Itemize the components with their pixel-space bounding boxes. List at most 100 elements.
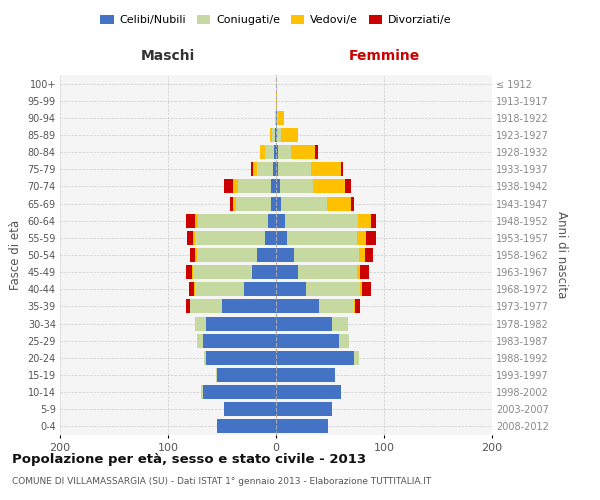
Bar [224, 402, 276, 416]
Bar [276, 402, 332, 416]
Bar [187, 265, 276, 279]
Bar [276, 180, 350, 194]
Bar [197, 334, 276, 347]
Bar [217, 420, 276, 434]
Bar [257, 248, 276, 262]
Bar [244, 282, 276, 296]
Bar [276, 248, 295, 262]
Bar [203, 334, 276, 347]
Bar [195, 316, 276, 330]
Bar [276, 196, 350, 210]
Bar [276, 402, 332, 416]
Bar [190, 300, 276, 314]
Bar [269, 128, 276, 142]
Bar [276, 111, 284, 125]
Bar [273, 162, 276, 176]
Bar [276, 111, 278, 125]
Bar [276, 316, 349, 330]
Bar [276, 351, 354, 365]
Bar [276, 214, 284, 228]
Bar [276, 420, 328, 434]
Bar [192, 265, 276, 279]
Bar [215, 368, 276, 382]
Bar [276, 334, 349, 347]
Bar [268, 214, 276, 228]
Bar [202, 385, 276, 399]
Bar [260, 145, 276, 159]
Bar [238, 180, 276, 194]
Bar [276, 420, 328, 434]
Bar [276, 351, 359, 365]
Bar [276, 316, 349, 330]
Bar [224, 402, 276, 416]
Bar [195, 214, 276, 228]
Text: COMUNE DI VILLAMASSARGIA (SU) - Dati ISTAT 1° gennaio 2013 - Elaborazione TUTTIT: COMUNE DI VILLAMASSARGIA (SU) - Dati IST… [12, 478, 431, 486]
Bar [276, 94, 277, 108]
Bar [203, 351, 276, 365]
Bar [233, 180, 276, 194]
Bar [276, 248, 365, 262]
Bar [224, 180, 276, 194]
Bar [276, 300, 360, 314]
Bar [276, 128, 298, 142]
Bar [276, 111, 277, 125]
Bar [188, 282, 276, 296]
Legend: Celibi/Nubili, Coniugati/e, Vedovi/e, Divorziati/e: Celibi/Nubili, Coniugati/e, Vedovi/e, Di… [96, 10, 456, 30]
Bar [276, 282, 362, 296]
Bar [276, 351, 359, 365]
Bar [275, 111, 276, 125]
Bar [198, 214, 276, 228]
Bar [187, 214, 276, 228]
Bar [224, 402, 276, 416]
Bar [276, 351, 359, 365]
Bar [276, 180, 345, 194]
Bar [276, 248, 373, 262]
Bar [276, 265, 298, 279]
Bar [276, 145, 291, 159]
Bar [274, 145, 276, 159]
Bar [276, 248, 359, 262]
Bar [276, 214, 371, 228]
Bar [276, 128, 281, 142]
Bar [276, 111, 284, 125]
Bar [203, 385, 276, 399]
Bar [276, 368, 335, 382]
Y-axis label: Anni di nascita: Anni di nascita [556, 212, 568, 298]
Bar [195, 248, 276, 262]
Text: Femmine: Femmine [349, 49, 419, 63]
Bar [197, 334, 276, 347]
Bar [276, 196, 354, 210]
Bar [276, 231, 376, 245]
Bar [275, 111, 276, 125]
Bar [197, 334, 276, 347]
Bar [272, 128, 276, 142]
Bar [187, 231, 276, 245]
Bar [276, 214, 358, 228]
Bar [275, 111, 276, 125]
Bar [276, 145, 278, 159]
Bar [193, 265, 276, 279]
Bar [276, 385, 341, 399]
Bar [276, 334, 338, 347]
Bar [276, 180, 313, 194]
Bar [217, 420, 276, 434]
Bar [276, 368, 335, 382]
Bar [195, 231, 276, 245]
Bar [190, 248, 276, 262]
Text: Maschi: Maschi [141, 49, 195, 63]
Bar [276, 300, 354, 314]
Bar [202, 385, 276, 399]
Bar [265, 145, 276, 159]
Bar [276, 265, 369, 279]
Bar [197, 248, 276, 262]
Bar [276, 282, 360, 296]
Bar [276, 128, 298, 142]
Bar [269, 128, 276, 142]
Bar [195, 282, 276, 296]
Bar [276, 265, 357, 279]
Bar [215, 368, 276, 382]
Bar [276, 316, 332, 330]
Bar [276, 402, 332, 416]
Bar [206, 351, 276, 365]
Bar [276, 196, 281, 210]
